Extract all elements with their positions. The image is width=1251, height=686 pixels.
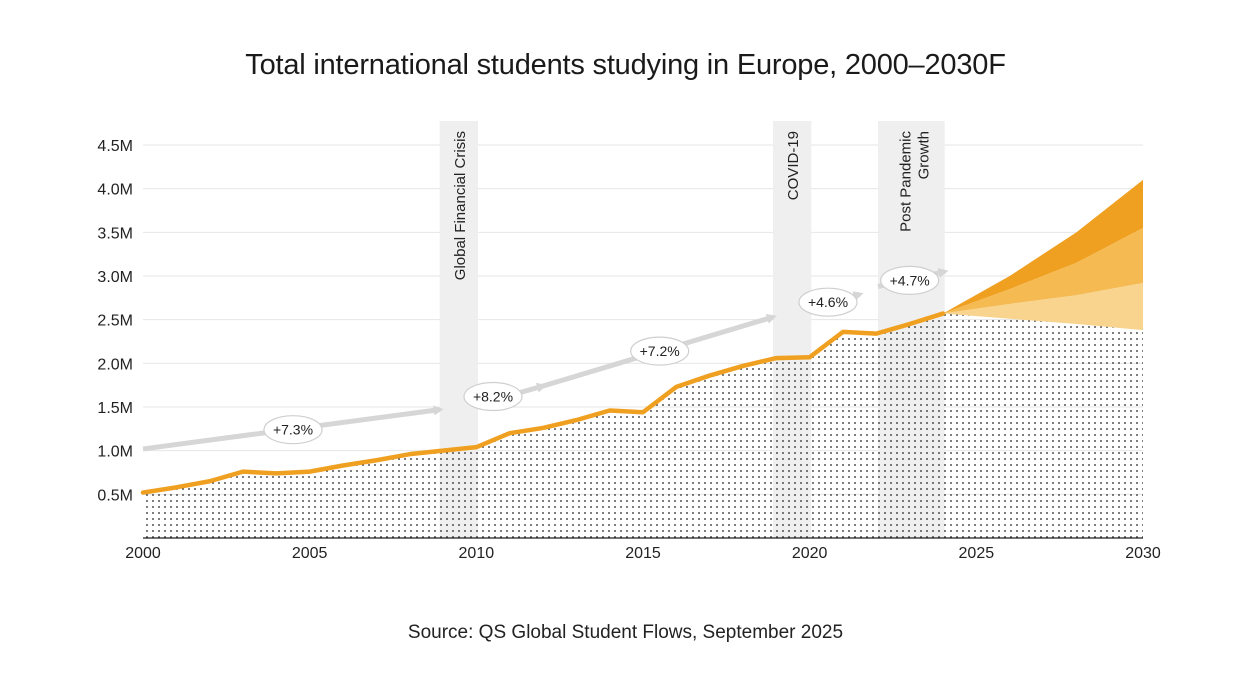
growth-label: +7.3%: [273, 422, 313, 438]
actual-line-layer: [140, 311, 946, 495]
growth-label: +8.2%: [473, 389, 513, 405]
growth-label: +4.7%: [890, 272, 930, 288]
forecast-band-mid: [943, 227, 1143, 314]
x-tick-label: 2010: [459, 545, 495, 562]
growth-label: +7.2%: [640, 343, 680, 359]
chart-source: Source: QS Global Student Flows, Septemb…: [407, 622, 844, 643]
forecast-band-low: [943, 282, 1143, 331]
growth-badge: [798, 287, 858, 317]
actual-area-layer: [143, 313, 1143, 538]
growth-badge: [263, 415, 323, 445]
x-tick-label: 2005: [292, 545, 328, 562]
event-band-label: COVID-19: [785, 131, 802, 200]
x-tick-label: 2030: [1125, 545, 1161, 562]
forecast-band-high: [943, 179, 1143, 314]
y-tick-label: 3.0M: [97, 269, 133, 286]
x-tick-label: 2020: [792, 545, 828, 562]
x-tick-label: 2015: [625, 545, 661, 562]
event-band-label: Growth: [915, 131, 932, 179]
chart-title: Total international students studying in…: [245, 49, 1006, 82]
y-tick-label: 1.0M: [97, 444, 133, 461]
y-tick-label: 2.5M: [97, 313, 133, 330]
actual-area: [143, 313, 1143, 538]
forecast-layer: [943, 179, 1143, 331]
y-tick-label: 0.5M: [97, 487, 133, 504]
event-band-label: Post Pandemic: [897, 131, 914, 232]
trend-layer: +7.3% +8.2% +7.2% +4.6% +4.7%: [142, 265, 949, 452]
y-tick-label: 2.0M: [97, 356, 133, 373]
y-tick-label: 4.5M: [97, 138, 133, 155]
x-tick-label: 2025: [959, 545, 995, 562]
y-tick-label: 1.5M: [97, 400, 133, 417]
growth-badge: [880, 265, 940, 295]
y-tick-label: 3.5M: [97, 225, 133, 242]
growth-badge: [463, 381, 523, 412]
x-tick-label: 2000: [125, 545, 161, 562]
actual-line: [140, 311, 946, 495]
growth-badge: [630, 336, 690, 366]
axis-layer: 0.5M 1.0M 1.5M 2.0M 2.5M 3.0M 3.5M 4.0M 4.5M 2000…: [97, 138, 1160, 562]
y-tick-label: 4.0M: [97, 182, 133, 199]
growth-label: +4.6%: [808, 294, 848, 310]
event-band-label: Global Financial Crisis: [452, 131, 469, 280]
